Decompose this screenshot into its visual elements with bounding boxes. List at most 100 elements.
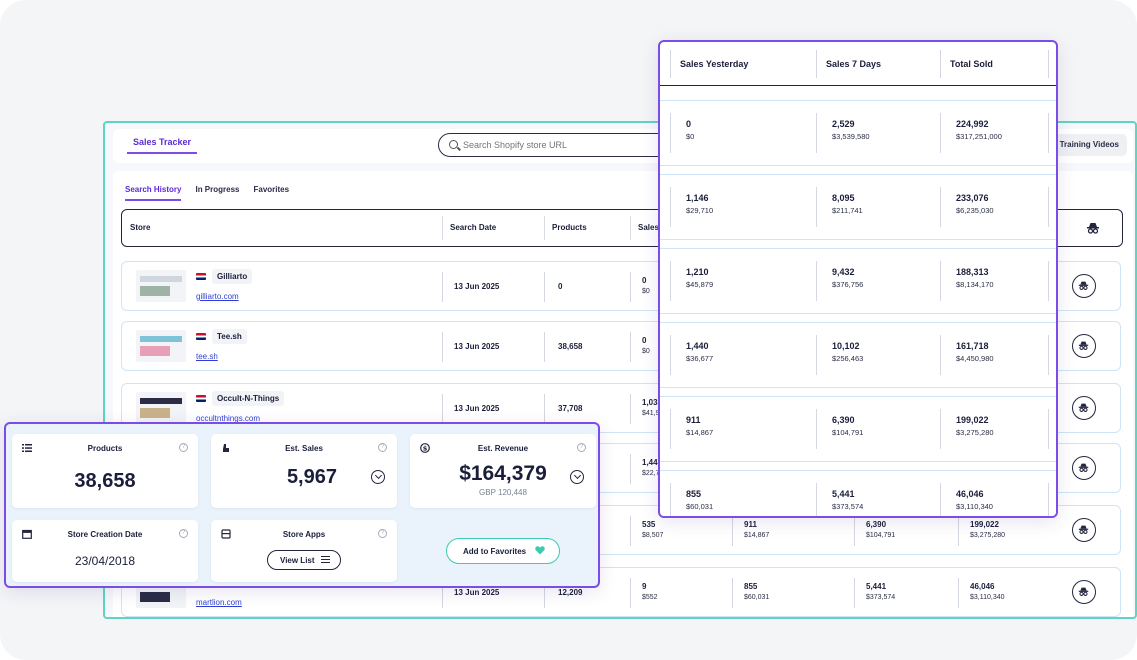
training-videos-button[interactable]: Training Videos <box>1051 134 1127 156</box>
column-divider <box>1048 409 1049 449</box>
sales-value: 0 $0 <box>642 336 650 355</box>
spy-button[interactable] <box>1072 456 1096 480</box>
products-count: 0 <box>558 282 563 291</box>
cell-divider <box>732 516 733 546</box>
store-link[interactable]: gilliarto.com <box>196 292 239 301</box>
products-count: 12,209 <box>558 588 583 597</box>
spy-button[interactable] <box>1072 334 1096 358</box>
help-icon[interactable]: ? <box>577 443 586 452</box>
total-sold: 46,046 $3,110,340 <box>956 489 993 511</box>
spy-button[interactable] <box>1072 274 1096 298</box>
column-divider <box>1048 113 1049 153</box>
spy-button[interactable] <box>1072 580 1096 604</box>
add-to-favorites-label: Add to Favorites <box>463 546 527 556</box>
column-divider <box>940 113 941 153</box>
sales-popup-row: 1,440 $36,677 10,102 $256,463 161,718 $4,450,… <box>660 322 1056 388</box>
cell-divider <box>854 516 855 546</box>
sales-popup-row: 855 $60,031 5,441 $373,574 46,046 $3,110,340 <box>660 470 1056 516</box>
sales-7-days: 5,441 $373,574 <box>832 489 864 511</box>
spy-button[interactable] <box>1072 396 1096 420</box>
tab-sales-tracker[interactable]: Sales Tracker <box>127 137 198 154</box>
help-icon[interactable]: ? <box>378 529 387 538</box>
sales-value: 9 $552 <box>642 582 658 601</box>
column-divider <box>940 187 941 227</box>
cell-divider <box>958 578 959 608</box>
column-divider <box>1048 50 1049 78</box>
calendar-icon <box>22 529 32 539</box>
cell-divider <box>442 578 443 608</box>
cell-divider <box>544 394 545 424</box>
cell-divider <box>442 332 443 362</box>
stat-store-apps: Store Apps ? View List <box>211 520 397 582</box>
column-divider <box>816 187 817 227</box>
cell-divider <box>630 332 631 362</box>
column-sales-yesterday[interactable]: Sales Yesterday <box>680 59 749 69</box>
help-icon[interactable]: ? <box>378 443 387 452</box>
stat-products-value: 38,658 <box>74 470 136 492</box>
store-stats-popup: Products ? 38,658 Est. Sales ? 5,967 $ E… <box>4 422 600 588</box>
cell-divider <box>854 578 855 608</box>
column-total-sold[interactable]: Total Sold <box>950 59 993 69</box>
cell-divider <box>630 516 631 546</box>
search-icon <box>449 140 458 149</box>
total-sold: 199,022 $3,275,280 <box>956 415 994 437</box>
column-divider <box>442 216 443 240</box>
sales-7-days: 5,441 $373,574 <box>866 582 896 601</box>
store-link[interactable]: martlion.com <box>196 598 242 607</box>
subtab-search-history[interactable]: Search History <box>125 185 182 201</box>
column-divider <box>670 409 671 449</box>
help-icon[interactable]: ? <box>179 529 188 538</box>
column-sales[interactable]: Sales <box>638 223 659 232</box>
spy-button[interactable] <box>1072 518 1096 542</box>
column-divider <box>630 216 631 240</box>
cell-divider <box>442 394 443 424</box>
help-icon[interactable]: ? <box>179 443 188 452</box>
flag-icon <box>196 273 206 280</box>
search-date: 13 Jun 2025 <box>454 342 500 351</box>
sales-yesterday: 1,146 $29,710 <box>686 193 714 215</box>
cell-divider <box>544 272 545 302</box>
store-link[interactable]: occultnthings.com <box>196 414 261 423</box>
view-list-button[interactable]: View List <box>267 550 341 570</box>
sales-popup-header: Sales Yesterday Sales 7 Days Total Sold <box>660 42 1056 86</box>
column-divider <box>670 261 671 301</box>
products-count: 37,708 <box>558 404 583 413</box>
download-icon[interactable] <box>371 470 385 484</box>
column-divider <box>816 483 817 516</box>
sales-popup-row: 1,146 $29,710 8,095 $211,741 233,076 $6,235,0… <box>660 174 1056 240</box>
sales-7-days: 6,390 $104,791 <box>832 415 864 437</box>
store-name: Gilliarto <box>212 269 253 284</box>
column-divider <box>670 113 671 153</box>
subtab-in-progress[interactable]: In Progress <box>195 185 240 194</box>
spy-icon <box>1087 223 1099 234</box>
list-icon <box>22 444 32 452</box>
spy-icon <box>1078 463 1089 472</box>
apps-icon <box>221 529 231 539</box>
sales-7-days: 6,390 $104,791 <box>866 520 896 539</box>
sales-popup-row: 0 $0 2,529 $3,539,580 224,992 $317,251,000 <box>660 100 1056 166</box>
column-divider <box>940 483 941 516</box>
view-list-label: View List <box>280 555 315 565</box>
spy-icon <box>1078 281 1089 290</box>
column-products[interactable]: Products <box>552 223 587 232</box>
column-search-date[interactable]: Search Date <box>450 223 497 232</box>
column-store[interactable]: Store <box>130 223 151 232</box>
list-icon <box>321 556 330 563</box>
stat-est-revenue-value: $164,379 <box>459 462 547 485</box>
column-divider <box>940 261 941 301</box>
column-sales-7-days[interactable]: Sales 7 Days <box>826 59 882 69</box>
cell-divider <box>544 578 545 608</box>
sales-yesterday: 0 $0 <box>686 119 695 141</box>
column-divider <box>1048 187 1049 227</box>
sales-popup-row: 1,210 $45,879 9,432 $376,756 188,313 $8,134,1… <box>660 248 1056 314</box>
download-icon[interactable] <box>570 470 584 484</box>
subtab-favorites[interactable]: Favorites <box>253 185 290 194</box>
sales-7-days: 10,102 $256,463 <box>832 341 864 363</box>
store-link[interactable]: tee.sh <box>196 352 218 361</box>
total-sold: 233,076 $6,235,030 <box>956 193 994 215</box>
cell-divider <box>544 332 545 362</box>
add-to-favorites-button[interactable]: Add to Favorites <box>446 538 560 564</box>
store-name: Occult-N-Things <box>212 391 285 406</box>
store-thumbnail <box>136 392 186 424</box>
column-divider <box>940 409 941 449</box>
